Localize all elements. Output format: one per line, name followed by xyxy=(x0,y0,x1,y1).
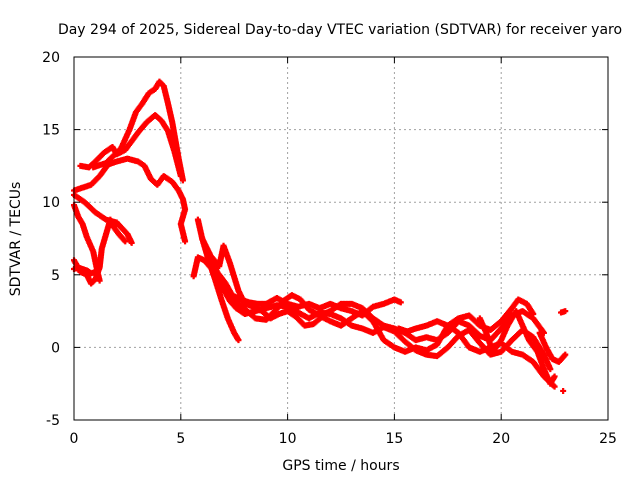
y-tick-label: 10 xyxy=(42,195,60,211)
series-track-15 xyxy=(536,329,569,365)
series-track-14 xyxy=(476,308,558,387)
series-track-7 xyxy=(71,264,99,277)
data-point xyxy=(182,238,189,245)
data-point xyxy=(551,373,558,380)
series-track-2 xyxy=(71,155,189,245)
data-point xyxy=(562,308,569,315)
chart-title: Day 294 of 2025, Sidereal Day-to-day VTE… xyxy=(58,22,622,38)
data-point xyxy=(235,337,242,344)
x-tick-label: 5 xyxy=(176,431,185,447)
x-tick-label: 15 xyxy=(385,431,403,447)
data-point xyxy=(562,351,569,358)
data-point xyxy=(96,277,103,284)
axis-ticks: 0 5 10 15 20 25 -5 0 5 10 15 20 xyxy=(42,50,617,447)
data-series xyxy=(71,78,569,394)
x-axis-label: GPS time / hours xyxy=(282,458,399,474)
y-tick-label: 15 xyxy=(42,123,60,139)
series-track-17 xyxy=(558,308,569,316)
data-point xyxy=(179,177,186,184)
y-axis-label: SDTVAR / TECUs xyxy=(8,182,24,297)
y-tick-label: 0 xyxy=(51,340,60,356)
x-tick-label: 20 xyxy=(492,431,510,447)
grid xyxy=(74,57,608,420)
y-tick-label: -5 xyxy=(46,413,60,429)
x-tick-label: 0 xyxy=(70,431,79,447)
series-track-6 xyxy=(71,202,103,284)
data-point xyxy=(92,268,99,275)
series-track-8 xyxy=(194,216,242,344)
series-track-1 xyxy=(71,191,135,246)
series-track-5 xyxy=(71,216,129,287)
data-point xyxy=(122,238,129,245)
data-point xyxy=(128,239,135,246)
data-point xyxy=(530,311,537,318)
series-track-12 xyxy=(211,267,404,319)
x-tick-label: 10 xyxy=(279,431,297,447)
y-tick-label: 20 xyxy=(42,50,60,66)
data-point xyxy=(397,299,404,306)
series-track-13 xyxy=(395,296,537,335)
series-track-16 xyxy=(560,387,567,394)
series-track-4 xyxy=(90,78,186,184)
plot-frame xyxy=(73,56,609,421)
data-point xyxy=(551,383,558,390)
data-point xyxy=(547,366,554,373)
data-point xyxy=(560,387,567,394)
y-tick-label: 5 xyxy=(51,268,60,284)
x-tick-label: 25 xyxy=(599,431,617,447)
